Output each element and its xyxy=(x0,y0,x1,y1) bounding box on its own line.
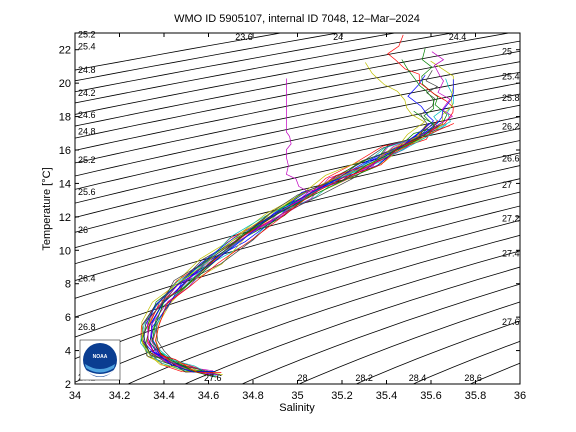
contour-label: 28.6 xyxy=(464,373,482,383)
y-tick-label: 22 xyxy=(59,45,71,57)
density-contour xyxy=(75,33,284,71)
contour-label: 26 xyxy=(78,225,88,235)
density-contour xyxy=(75,178,520,299)
profile-line xyxy=(141,123,436,373)
profile-line xyxy=(140,62,426,372)
y-tick-label: 8 xyxy=(65,279,71,291)
noaa-logo: NOAA xyxy=(79,339,121,381)
profile-line xyxy=(140,123,430,373)
y-tick-label: 14 xyxy=(59,178,71,190)
x-tick-label: 34.2 xyxy=(109,390,130,402)
contour-label: 24 xyxy=(333,32,343,42)
y-axis-label: Temperature [°C] xyxy=(41,167,53,250)
x-tick-label: 34.6 xyxy=(198,390,219,402)
contour-label: 27.6 xyxy=(502,317,520,327)
density-contour xyxy=(75,71,520,164)
density-contour xyxy=(75,33,398,93)
density-contour xyxy=(75,219,520,360)
y-axis: 2 4 6 8 10 12 14 16 18 20 22 xyxy=(59,45,520,391)
density-contour xyxy=(75,234,520,383)
density-contour xyxy=(75,33,512,115)
y-tick-label: 12 xyxy=(59,212,71,224)
contour-label: 27.6 xyxy=(204,373,222,383)
y-tick-label: 6 xyxy=(65,312,71,324)
contour-label: 26.6 xyxy=(502,153,520,163)
x-tick-label: 35.2 xyxy=(331,390,352,402)
density-contour xyxy=(75,140,520,249)
x-tick-label: 35.8 xyxy=(465,390,486,402)
chart-title: WMO ID 5905107, internal ID 7048, 12–Mar… xyxy=(174,13,420,25)
contour-label: 24.2 xyxy=(78,88,96,98)
density-contour xyxy=(75,33,341,82)
x-axis-label: Salinity xyxy=(279,402,315,414)
y-tick-label: 4 xyxy=(65,346,71,358)
y-tick-label: 20 xyxy=(59,78,71,90)
contour-label: 26.8 xyxy=(78,322,96,332)
profile-lines xyxy=(139,34,455,378)
density-contour xyxy=(75,40,520,127)
density-contour xyxy=(241,283,520,384)
density-contour xyxy=(75,165,520,281)
profile-line xyxy=(143,70,439,373)
contour-label: 24.8 xyxy=(78,65,96,75)
density-contour xyxy=(75,116,520,218)
density-contour xyxy=(75,33,455,104)
contour-label: 24.8 xyxy=(78,127,96,137)
contour-label: 25.4 xyxy=(502,71,520,81)
y-tick-label: 10 xyxy=(59,245,71,257)
profile-line xyxy=(151,51,454,375)
contour-label: 25.4 xyxy=(78,41,96,51)
profile-line xyxy=(147,122,430,378)
profile-line xyxy=(155,60,454,375)
y-tick-label: 16 xyxy=(59,145,71,157)
contour-label: 28 xyxy=(298,373,308,383)
contour-label: 25.2 xyxy=(78,30,96,40)
density-contour xyxy=(75,205,520,338)
profile-line xyxy=(143,79,454,375)
profile-line xyxy=(141,123,427,374)
density-contour xyxy=(75,128,520,233)
profile-line xyxy=(155,123,455,373)
x-tick-label: 35.6 xyxy=(420,390,441,402)
density-contour xyxy=(184,266,520,384)
contour-label: 25.2 xyxy=(78,155,96,165)
density-contour xyxy=(298,301,520,384)
x-tick-label: 35 xyxy=(291,390,303,402)
contour-label: 27.4 xyxy=(502,249,520,259)
contour-label: 24.6 xyxy=(78,110,96,120)
density-contour xyxy=(75,50,520,139)
contour-label: 26.2 xyxy=(502,122,520,132)
x-axis: 34 34.2 34.4 34.6 34.8 35 35.2 35.4 35.6 35.8 36 xyxy=(69,33,526,402)
profile-line xyxy=(152,124,447,378)
contour-label: 23.6 xyxy=(235,32,253,42)
profile-line xyxy=(285,78,309,193)
noaa-logo-text: NOAA xyxy=(93,354,108,360)
contour-label: 28.4 xyxy=(409,373,427,383)
contour-label: 25 xyxy=(502,46,512,56)
contour-label: 25.8 xyxy=(502,93,520,103)
density-contour xyxy=(75,191,520,318)
profile-line xyxy=(149,126,437,373)
x-tick-label: 35.4 xyxy=(376,390,397,402)
profile-line xyxy=(152,119,439,378)
contour-label: 24.4 xyxy=(449,32,467,42)
density-contour xyxy=(355,320,520,384)
contour-label: 26.4 xyxy=(78,274,96,284)
x-tick-label: 34.4 xyxy=(153,390,174,402)
profile-line xyxy=(151,59,436,378)
x-tick-label: 36 xyxy=(514,390,526,402)
contour-label: 27.2 xyxy=(502,214,520,224)
y-tick-label: 18 xyxy=(59,112,71,124)
profile-line xyxy=(147,34,454,375)
contour-label: 28.2 xyxy=(355,373,373,383)
y-tick-label: 2 xyxy=(65,379,71,391)
profile-line xyxy=(149,122,434,376)
x-tick-label: 34 xyxy=(69,390,81,402)
contour-label: 25.6 xyxy=(78,187,96,197)
x-tick-label: 34.8 xyxy=(242,390,263,402)
density-contour xyxy=(127,250,520,384)
contour-label: 27 xyxy=(502,180,512,190)
